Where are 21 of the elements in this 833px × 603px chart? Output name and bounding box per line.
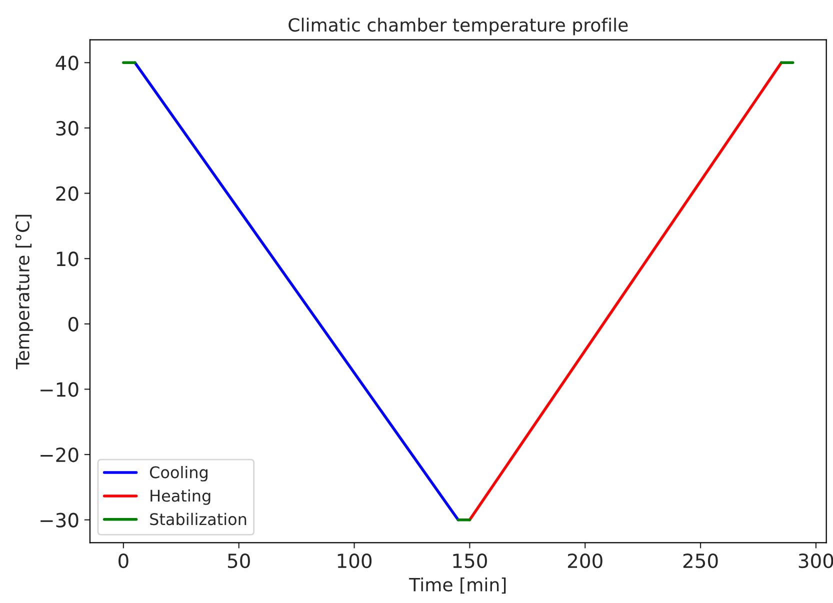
y-tick-label: 20	[56, 186, 78, 201]
y-tick-label: −20	[40, 447, 78, 462]
x-tick-label: 0	[118, 553, 128, 568]
y-axis-title: Temperature [°C]	[15, 214, 33, 370]
y-tick-label: −10	[40, 382, 78, 397]
legend-label: Cooling	[150, 466, 208, 482]
y-tick-label: 0	[68, 316, 78, 332]
legend-label: Heating	[150, 489, 210, 505]
x-tick-label: 250	[683, 553, 718, 568]
y-tick-label: 10	[56, 252, 78, 266]
x-tick-label: 50	[228, 553, 250, 568]
y-tick-label: −30	[40, 512, 78, 528]
x-tick-label: 200	[568, 553, 602, 568]
y-tick-label: 30	[56, 120, 78, 136]
chart-title: Climatic chamber temperature profile	[288, 18, 628, 36]
x-axis-title: Time [min]	[409, 577, 506, 594]
x-tick-label: 300	[798, 553, 833, 568]
x-tick-label: 150	[453, 553, 487, 568]
legend-label: Stabilization	[150, 512, 246, 526]
y-tick-label: 40	[56, 56, 78, 70]
x-tick-label: 100	[338, 553, 372, 568]
